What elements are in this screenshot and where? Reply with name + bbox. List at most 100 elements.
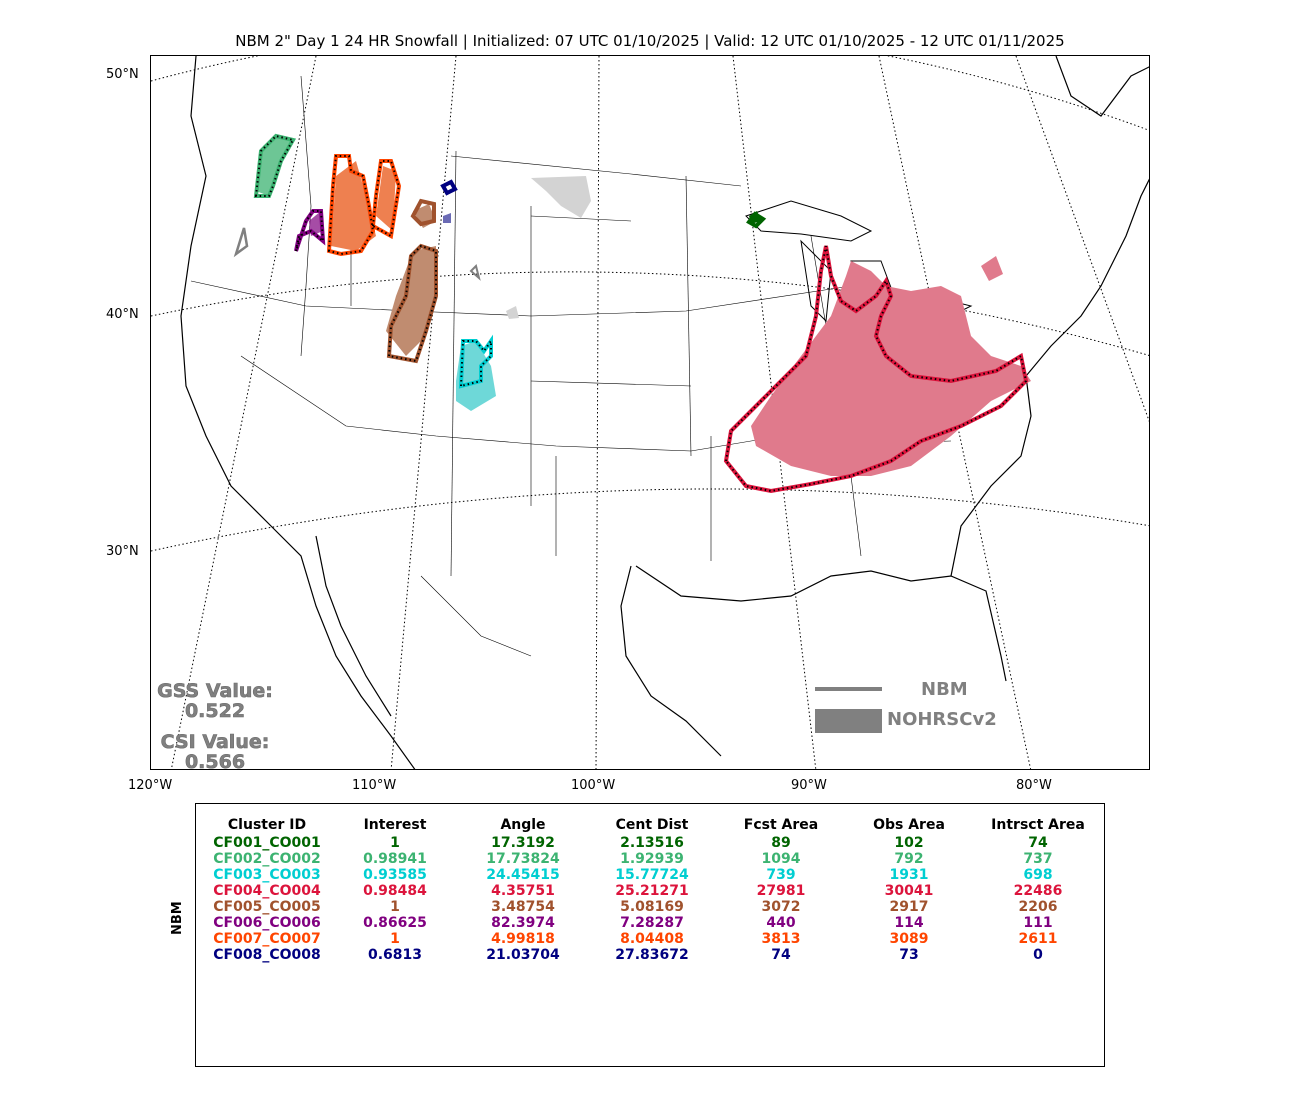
cell-obs-area: 73 — [899, 947, 919, 963]
cell-fcst-area: 3813 — [761, 931, 801, 947]
cell-cent-dist: 27.83672 — [615, 947, 689, 963]
obs-area-cf007 — [331, 161, 376, 251]
lon-label-80w: 80°W — [1016, 778, 1052, 793]
table-row: CF008_CO008 0.6813 21.03704 27.83672 74 73 0 — [203, 947, 1103, 963]
observed-areas — [256, 136, 1031, 476]
cell-cluster-id: CF005_CO005 — [213, 899, 321, 915]
fcst-contour-cf005 — [386, 243, 438, 364]
table-header-row: Cluster ID Interest Angle Cent Dist Fcst… — [203, 815, 1103, 835]
cell-intrsct-area: 74 — [1028, 835, 1048, 851]
lat-label-40: 40°N — [106, 307, 139, 322]
coastline — [180, 56, 1149, 769]
legend-observed-swatch — [815, 709, 882, 733]
cell-obs-area: 102 — [894, 835, 924, 851]
cell-cent-dist: 15.77724 — [615, 867, 689, 883]
obs-area-cf007-b — [376, 166, 396, 231]
cell-cent-dist: 5.08169 — [620, 899, 684, 915]
cell-cent-dist: 7.28287 — [620, 915, 684, 931]
cell-cluster-id: CF002_CO002 — [213, 851, 321, 867]
csi-value: 0.566 — [184, 751, 246, 774]
header-intrsct-area: Intrsct Area — [991, 817, 1085, 833]
gss-label: GSS Value: — [157, 680, 273, 703]
gss-value: 0.522 — [184, 700, 246, 723]
cell-cent-dist: 2.13516 — [620, 835, 684, 851]
cell-interest: 1 — [390, 835, 400, 851]
cell-angle: 17.73824 — [486, 851, 560, 867]
cell-angle: 4.99818 — [491, 931, 555, 947]
cell-fcst-area: 440 — [766, 915, 796, 931]
obs-area-unmatched-b — [506, 306, 519, 319]
cell-angle: 82.3974 — [491, 915, 555, 931]
fcst-contour-cf002 — [253, 133, 297, 198]
forecast-contour-dots — [254, 134, 1028, 493]
cell-intrsct-area: 111 — [1023, 915, 1053, 931]
cell-cluster-id: CF004_CO004 — [213, 883, 321, 899]
cell-cluster-id: CF006_CO006 — [213, 915, 321, 931]
fcst-contour-cf008 — [440, 179, 458, 196]
map-canvas — [151, 56, 1149, 769]
cell-obs-area: 792 — [894, 851, 924, 867]
cell-interest: 1 — [390, 899, 400, 915]
cell-obs-area: 114 — [894, 915, 924, 931]
cell-fcst-area: 89 — [771, 835, 791, 851]
cell-angle: 21.03704 — [486, 947, 560, 963]
cell-intrsct-area: 2611 — [1018, 931, 1058, 947]
legend-observed-label: NOHRSCv2 — [887, 709, 997, 730]
cell-intrsct-area: 698 — [1023, 867, 1053, 883]
cell-cent-dist: 25.21271 — [615, 883, 689, 899]
cell-cluster-id: CF003_CO003 — [213, 867, 321, 883]
csi-label: CSI Value: — [160, 731, 270, 754]
cell-cent-dist: 8.04408 — [620, 931, 684, 947]
legend-forecast-line — [815, 687, 882, 691]
header-cluster-id: Cluster ID — [227, 817, 307, 833]
cell-obs-area: 1931 — [889, 867, 929, 883]
table-row: CF003_CO003 0.93585 24.45415 15.77724 739 193… — [203, 867, 1103, 883]
lon-label-110w: 110°W — [352, 778, 397, 793]
cell-interest: 0.93585 — [363, 867, 427, 883]
cell-fcst-area: 1094 — [761, 851, 801, 867]
legend-forecast-label: NBM — [921, 679, 968, 700]
cell-interest: 0.6813 — [367, 947, 423, 963]
lon-label-100w: 100°W — [571, 778, 616, 793]
cell-obs-area: 3089 — [889, 931, 929, 947]
cell-cluster-id: CF001_CO001 — [213, 835, 321, 851]
table-row: CF007_CO007 1 4.99818 8.04408 3813 3089 2611 — [203, 931, 1103, 947]
cell-intrsct-area: 0 — [1033, 947, 1043, 963]
lon-label-90w: 90°W — [791, 778, 827, 793]
cell-fcst-area: 27981 — [756, 883, 806, 899]
header-interest: Interest — [363, 817, 427, 833]
lat-label-30: 30°N — [106, 544, 139, 559]
cell-obs-area: 30041 — [884, 883, 934, 899]
table-side-label: NBM — [170, 901, 185, 935]
cell-cent-dist: 1.92939 — [620, 851, 684, 867]
fcst-contour-cf007-b — [370, 159, 402, 240]
lon-label-120w: 120°W — [128, 778, 173, 793]
table-row: CF005_CO005 1 3.48754 5.08169 3072 2917 2206 — [203, 899, 1103, 915]
obs-area-cf005 — [386, 246, 436, 356]
obs-area-cf004-b — [981, 256, 1003, 281]
header-cent-dist: Cent Dist — [615, 817, 689, 833]
table-row: CF002_CO002 0.98941 17.73824 1.92939 1094 792… — [203, 851, 1103, 867]
cell-fcst-area: 74 — [771, 947, 791, 963]
header-obs-area: Obs Area — [873, 817, 945, 833]
fcst-contour-unmatched-b — [469, 264, 481, 281]
fcst-contour-unmatched — [233, 227, 249, 258]
stats-table: Cluster ID Interest Angle Cent Dist Fcst… — [203, 815, 1103, 963]
cell-fcst-area: 3072 — [761, 899, 801, 915]
cell-cluster-id: CF008_CO008 — [213, 947, 321, 963]
obs-area-cf004 — [751, 261, 1031, 476]
cell-angle: 3.48754 — [491, 899, 555, 915]
table-row: CF006_CO006 0.86625 82.3974 7.28287 440 114 11… — [203, 915, 1103, 931]
obs-area-cf008 — [443, 213, 451, 223]
obs-area-cf002 — [256, 136, 293, 196]
fcst-contour-cf001 — [746, 211, 767, 229]
cell-intrsct-area: 22486 — [1013, 883, 1063, 899]
header-fcst-area: Fcst Area — [743, 817, 819, 833]
fcst-contour-cf005-b — [410, 198, 436, 227]
cell-cluster-id: CF007_CO007 — [213, 931, 321, 947]
table-body: CF001_CO001 1 17.3192 2.13516 89 102 74 CF002_C… — [203, 835, 1103, 963]
lat-label-50: 50°N — [106, 67, 139, 82]
cell-obs-area: 2917 — [889, 899, 929, 915]
header-angle: Angle — [500, 817, 546, 833]
cell-fcst-area: 739 — [766, 867, 796, 883]
